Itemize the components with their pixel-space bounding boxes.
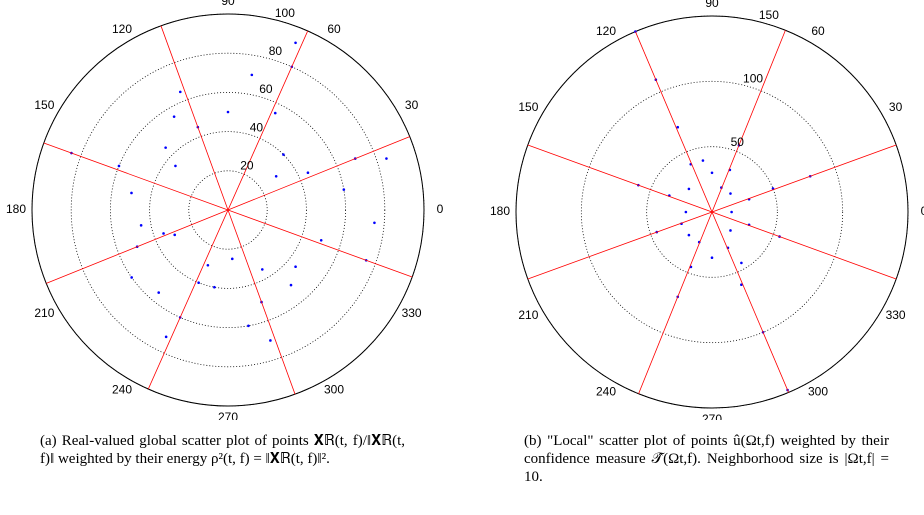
- r-tick-label: 100: [275, 6, 295, 20]
- scatter-point: [676, 125, 680, 129]
- scatter-point: [226, 110, 230, 114]
- theta-tick-label: 210: [34, 306, 54, 320]
- r-tick-label: 20: [240, 158, 254, 172]
- r-tick-label: 150: [759, 8, 779, 22]
- theta-tick-label: 330: [886, 308, 906, 322]
- theta-tick-label: 90: [705, 0, 719, 10]
- scatter-point: [687, 233, 691, 237]
- theta-tick-label: 270: [702, 412, 722, 420]
- theta-tick-label: 60: [811, 24, 825, 38]
- caption: (a) Real-valued global scatter plot of p…: [40, 433, 405, 467]
- scatter-point: [247, 324, 250, 328]
- grid-ring: [70, 52, 386, 368]
- theta-tick-label: 0: [437, 202, 444, 216]
- grid-ring: [646, 146, 778, 278]
- theta-tick-label: 300: [808, 384, 828, 398]
- grid-ring: [110, 92, 346, 328]
- r-tick-label: 40: [250, 120, 264, 134]
- scatter-point: [294, 265, 297, 268]
- scatter-point: [273, 111, 277, 115]
- scatter-point: [178, 90, 182, 94]
- scatter-point: [139, 224, 143, 227]
- scatter-point: [282, 153, 285, 156]
- r-tick-label: 80: [269, 44, 283, 58]
- grid-ring: [149, 131, 307, 289]
- scatter-point: [306, 171, 310, 175]
- theta-tick-label: 300: [324, 382, 344, 396]
- grid-ring: [580, 80, 844, 344]
- scatter-point: [294, 41, 297, 45]
- scatter-point: [157, 291, 161, 294]
- theta-tick-label: 30: [889, 100, 903, 114]
- scatter-point: [729, 192, 732, 195]
- scatter-point: [687, 187, 691, 191]
- polar-frame: [31, 13, 425, 407]
- scatter-point: [289, 283, 293, 287]
- figure: 0306090120150180210240270300330204060801…: [6, 0, 924, 420]
- scatter-point: [730, 210, 733, 214]
- theta-tick-label: 150: [518, 100, 538, 114]
- scatter-point: [164, 146, 167, 149]
- scatter-point: [701, 159, 705, 162]
- direction-line: [43, 142, 413, 278]
- r-tick-label: 60: [259, 82, 273, 96]
- scatter-point: [117, 164, 121, 168]
- theta-tick-label: 240: [112, 382, 132, 396]
- scatter-point: [174, 164, 177, 168]
- scatter-point: [710, 171, 714, 175]
- scatter-point: [373, 221, 376, 225]
- scatter-point: [342, 188, 346, 191]
- scatter-point: [213, 285, 216, 289]
- direction-line: [527, 144, 897, 280]
- theta-tick-label: 30: [405, 98, 419, 112]
- grid-ring: [188, 170, 268, 250]
- r-tick-label: 100: [743, 72, 763, 86]
- scatter-point: [206, 263, 210, 267]
- scatter-point: [164, 335, 168, 339]
- theta-tick-label: 0: [921, 204, 924, 218]
- scatter-point: [172, 115, 176, 118]
- r-tick-label: 50: [731, 135, 745, 149]
- theta-tick-label: 150: [34, 98, 54, 112]
- polar-frame: [515, 15, 909, 409]
- theta-tick-label: 60: [327, 22, 341, 36]
- scatter-point: [130, 276, 133, 279]
- theta-tick-label: 120: [112, 22, 132, 36]
- scatter-point: [173, 233, 177, 237]
- theta-tick-label: 330: [402, 306, 422, 320]
- caption: (b) "Local" scatter plot of points û(Ωt,…: [524, 433, 889, 485]
- scatter-point: [319, 238, 323, 242]
- theta-tick-label: 180: [490, 204, 510, 218]
- scatter-point: [740, 261, 743, 265]
- scatter-point: [250, 73, 254, 77]
- theta-tick-label: 210: [518, 308, 538, 322]
- theta-tick-label: 90: [221, 0, 235, 8]
- theta-tick-label: 180: [6, 202, 26, 216]
- scatter-point: [162, 232, 165, 235]
- scatter-point: [230, 257, 234, 261]
- scatter-point: [274, 174, 278, 178]
- scatter-point: [385, 157, 388, 160]
- scatter-point: [729, 229, 732, 232]
- scatter-point: [197, 281, 200, 284]
- scatter-point: [740, 283, 743, 286]
- theta-tick-label: 120: [596, 24, 616, 38]
- scatter-point: [684, 210, 688, 214]
- theta-tick-label: 270: [218, 410, 238, 420]
- scatter-point: [130, 191, 133, 195]
- scatter-point: [269, 339, 272, 342]
- scatter-point: [710, 256, 714, 260]
- theta-tick-label: 240: [596, 384, 616, 398]
- scatter-point: [261, 268, 264, 271]
